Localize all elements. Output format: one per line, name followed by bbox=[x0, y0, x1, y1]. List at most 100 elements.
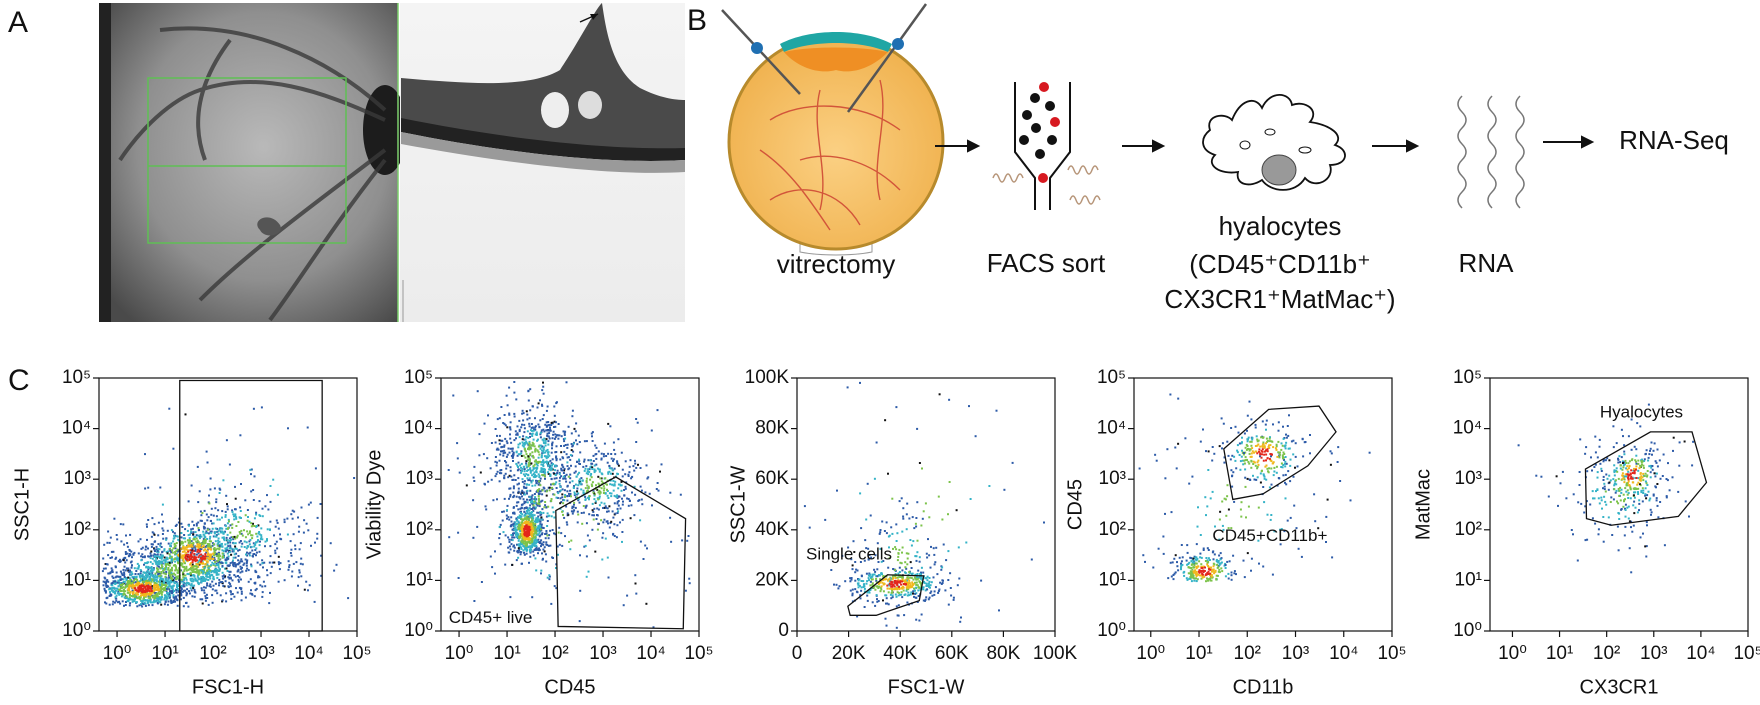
event-dot bbox=[516, 433, 519, 436]
event-dot bbox=[143, 556, 146, 559]
event-dot bbox=[171, 551, 174, 554]
event-dot bbox=[513, 512, 516, 515]
event-dot bbox=[535, 517, 538, 520]
event-dot bbox=[520, 503, 523, 506]
event-dot bbox=[578, 458, 580, 461]
event-dot bbox=[156, 576, 159, 579]
event-dot bbox=[519, 532, 522, 535]
event-dot bbox=[575, 422, 578, 425]
event-dot bbox=[535, 503, 538, 506]
event-dot bbox=[940, 565, 943, 568]
event-dot bbox=[598, 504, 601, 507]
event-dot bbox=[527, 463, 530, 466]
event-dot bbox=[876, 585, 879, 588]
event-dot bbox=[268, 561, 271, 564]
event-dot bbox=[209, 585, 212, 588]
y-tick-label: 10⁰ bbox=[404, 620, 433, 641]
event-dot bbox=[213, 568, 216, 571]
event-dot bbox=[551, 441, 554, 444]
event-dot bbox=[203, 589, 206, 592]
event-dot bbox=[553, 464, 556, 467]
event-dot bbox=[856, 569, 859, 572]
event-dot bbox=[132, 594, 135, 597]
event-dot bbox=[602, 489, 605, 492]
event-dot bbox=[571, 409, 574, 412]
event-dot bbox=[153, 599, 155, 602]
event-dot bbox=[188, 557, 191, 560]
event-dot bbox=[496, 498, 498, 501]
event-dot bbox=[583, 492, 586, 495]
event-dot bbox=[292, 562, 295, 565]
event-dot bbox=[219, 488, 222, 491]
event-dot bbox=[232, 548, 235, 551]
event-dot bbox=[617, 504, 620, 507]
event-dot bbox=[580, 512, 583, 514]
event-dot bbox=[528, 417, 531, 420]
event-dot bbox=[908, 579, 911, 582]
event-dot bbox=[203, 586, 205, 589]
event-dot bbox=[218, 581, 221, 584]
event-dot bbox=[949, 587, 952, 589]
event-dot bbox=[905, 579, 908, 582]
event-dot bbox=[157, 534, 160, 537]
event-dot bbox=[116, 575, 119, 578]
event-dot bbox=[268, 528, 271, 531]
event-dot bbox=[867, 558, 870, 561]
event-dot bbox=[180, 594, 183, 597]
event-dot bbox=[215, 564, 218, 566]
event-dot bbox=[283, 518, 286, 521]
event-dot bbox=[542, 447, 545, 449]
event-dot bbox=[513, 532, 516, 535]
event-dot bbox=[547, 544, 550, 547]
event-dot bbox=[520, 466, 522, 469]
event-dot bbox=[534, 535, 537, 538]
event-dot bbox=[521, 467, 524, 470]
event-dot bbox=[114, 596, 117, 599]
event-dot bbox=[184, 537, 186, 540]
event-dot bbox=[243, 546, 246, 548]
event-dot bbox=[234, 513, 237, 516]
event-dot bbox=[553, 405, 556, 408]
event-dot bbox=[508, 412, 511, 415]
event-dot bbox=[562, 438, 565, 441]
event-dot bbox=[200, 589, 203, 592]
event-dot bbox=[604, 477, 607, 480]
event-dot bbox=[160, 546, 163, 548]
event-dot bbox=[143, 597, 145, 600]
event-dot bbox=[183, 547, 186, 550]
event-dot bbox=[847, 546, 850, 549]
event-dot bbox=[529, 432, 532, 435]
event-dot bbox=[523, 538, 526, 540]
event-dot bbox=[542, 439, 545, 442]
event-dot bbox=[547, 505, 550, 508]
event-dot bbox=[250, 525, 253, 528]
event-dot bbox=[880, 588, 883, 591]
event-dot bbox=[159, 574, 162, 577]
event-dot bbox=[591, 481, 594, 484]
event-dot bbox=[134, 573, 137, 575]
event-dot bbox=[511, 563, 514, 566]
event-dot bbox=[542, 470, 545, 473]
event-dot bbox=[154, 555, 157, 558]
event-dot bbox=[261, 595, 264, 598]
event-dot bbox=[150, 566, 153, 568]
event-dot bbox=[553, 477, 556, 480]
event-dot bbox=[494, 475, 497, 478]
event-dot bbox=[534, 433, 537, 436]
event-dot bbox=[548, 534, 551, 537]
event-dot bbox=[930, 581, 933, 584]
event-dot bbox=[227, 545, 230, 548]
event-dot bbox=[115, 589, 117, 592]
event-dot bbox=[298, 571, 301, 574]
event-dot bbox=[835, 583, 838, 586]
event-dot bbox=[172, 547, 175, 550]
event-dot bbox=[487, 480, 490, 483]
event-dot bbox=[527, 455, 530, 458]
event-dot bbox=[206, 532, 208, 534]
event-dot bbox=[553, 437, 556, 440]
step-label: vitrectomy bbox=[777, 249, 895, 279]
event-dot bbox=[536, 517, 539, 520]
event-dot bbox=[915, 592, 918, 595]
event-dot bbox=[532, 550, 535, 553]
event-dot bbox=[108, 588, 111, 591]
